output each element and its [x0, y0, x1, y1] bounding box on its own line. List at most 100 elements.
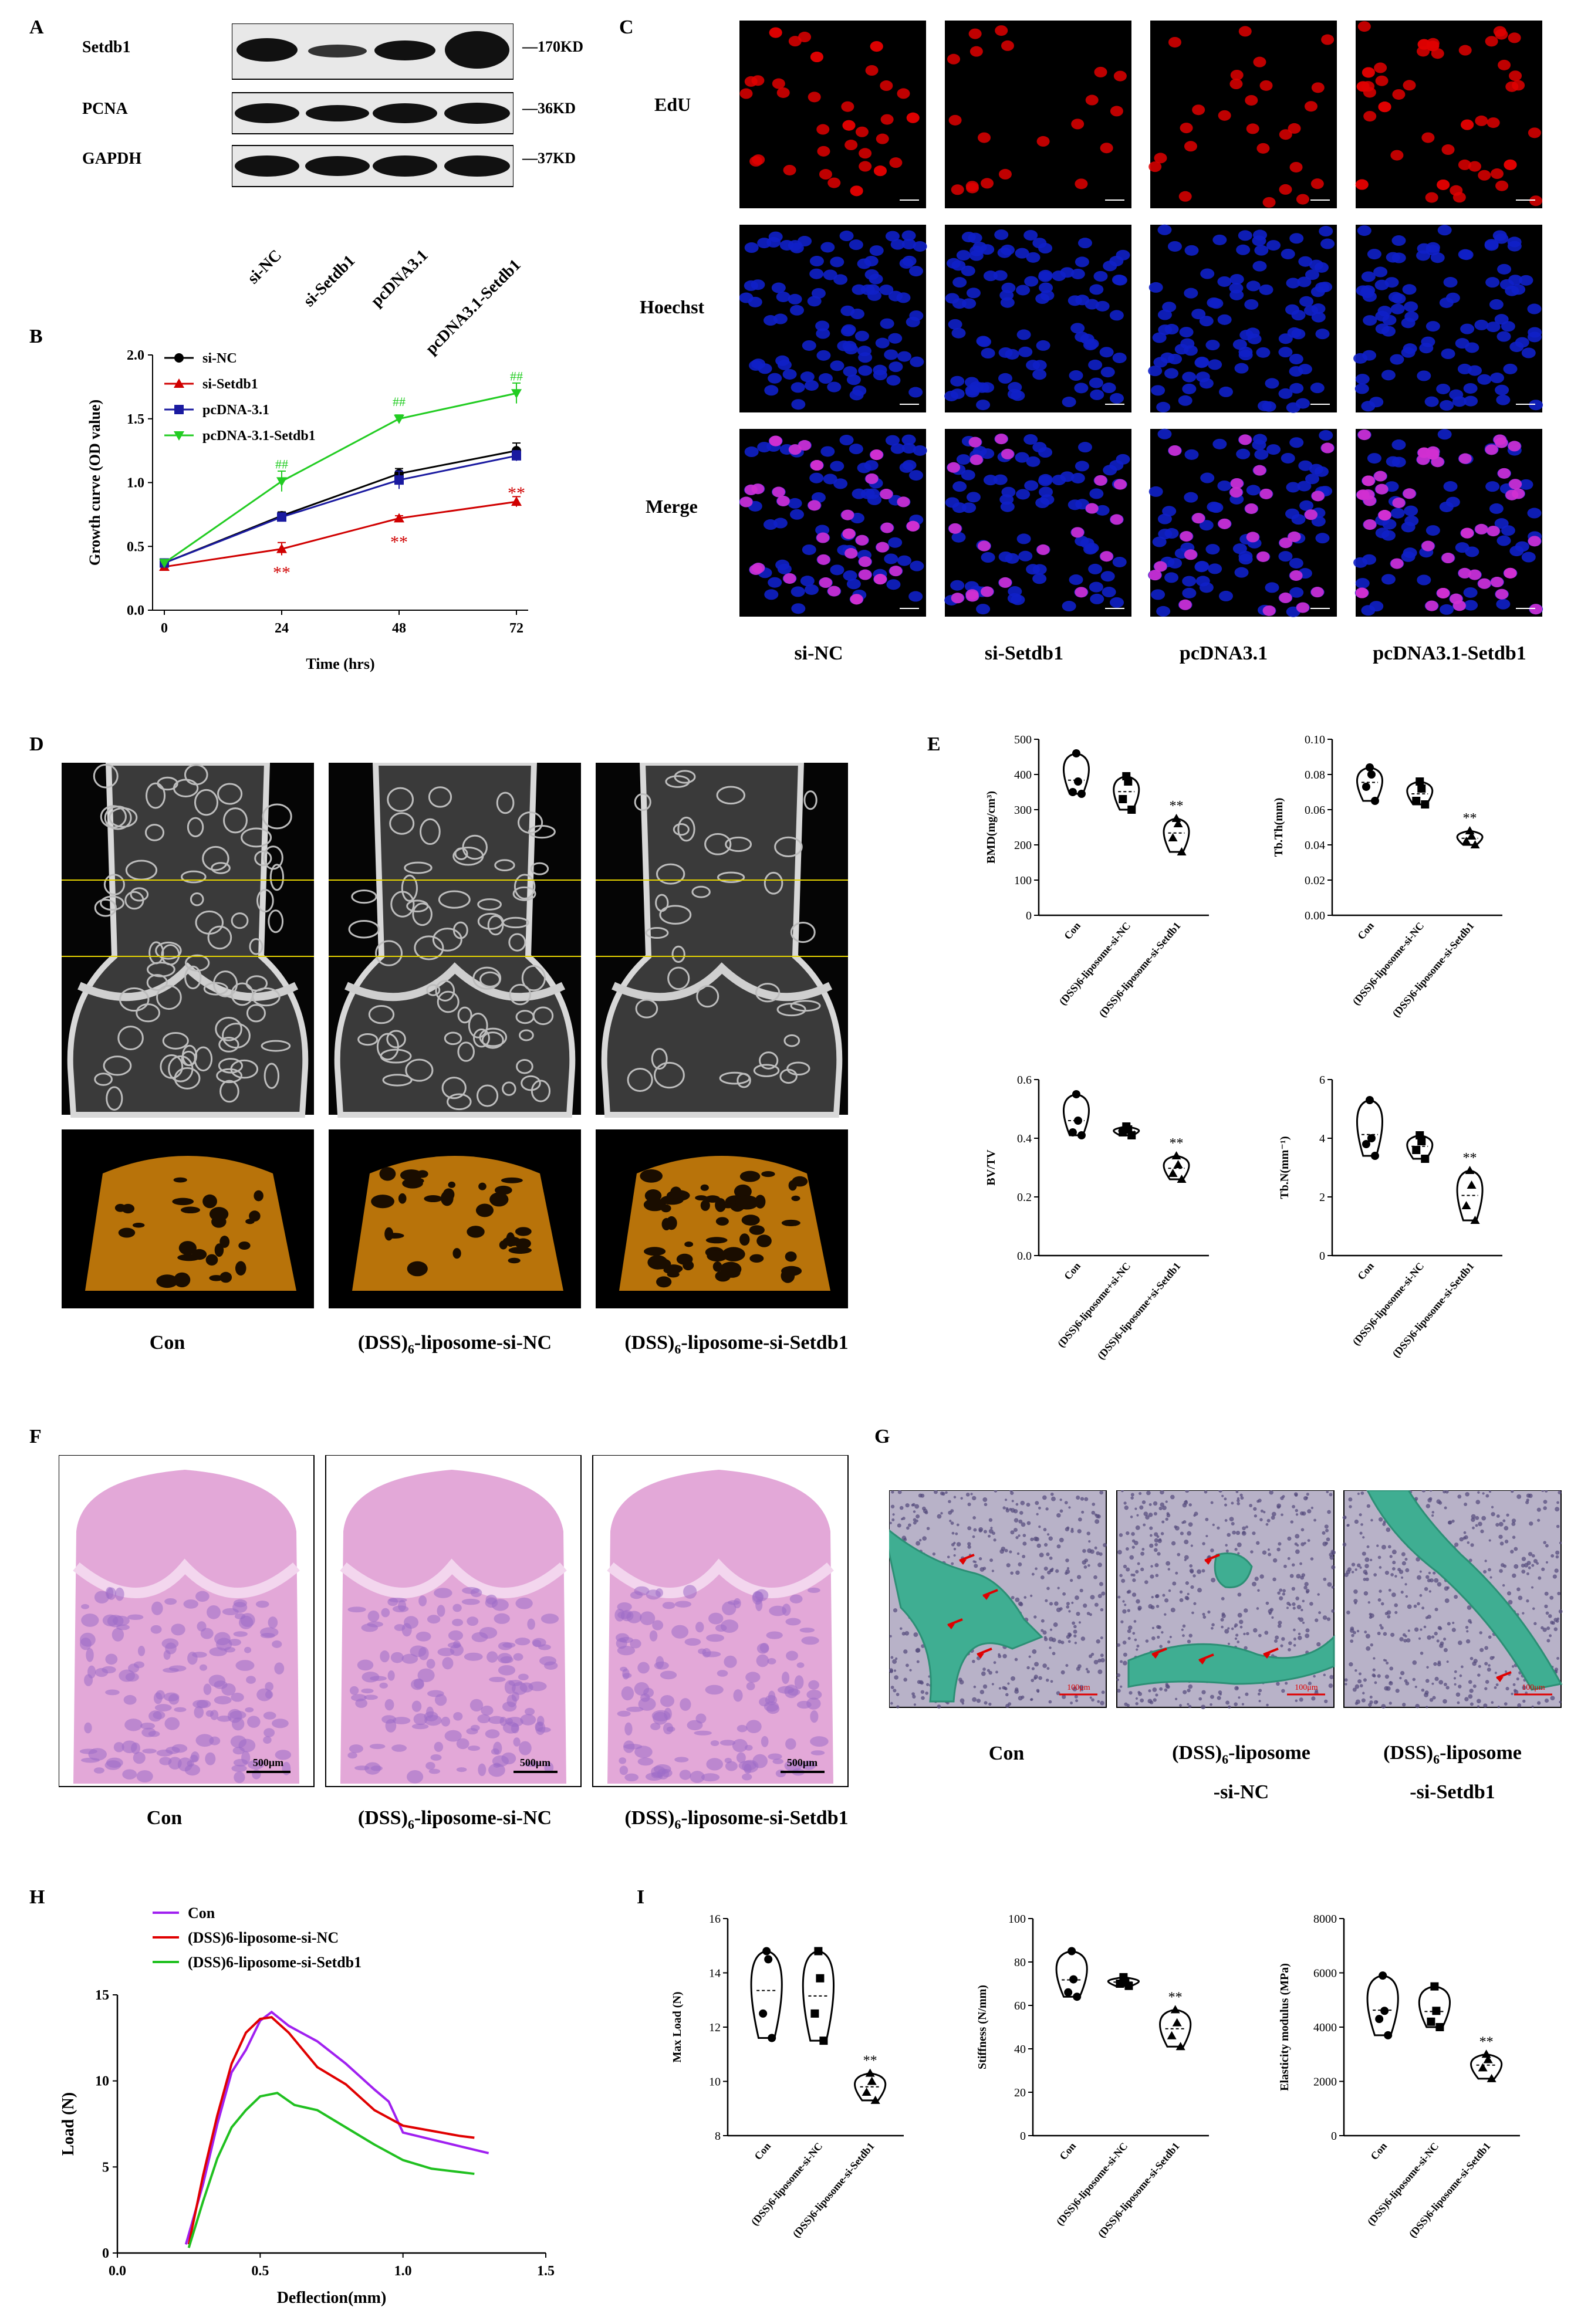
masson-cell — [991, 1569, 995, 1572]
masson-cell — [1425, 1706, 1428, 1709]
masson-cell — [1181, 1628, 1184, 1631]
he-marrow — [107, 1615, 124, 1628]
ct-3d-pore — [663, 1266, 681, 1274]
hoechst-nucleus — [827, 381, 842, 393]
masson-cell — [1364, 1572, 1368, 1575]
hoechst-nucleus — [1363, 315, 1377, 326]
ct-3d-pore — [406, 1177, 424, 1185]
masson-cell — [1100, 1700, 1104, 1706]
masson-cell — [1253, 1628, 1258, 1633]
microct-panel: Con (DSS)6-liposome-si-NC (DSS)6-liposom… — [62, 763, 871, 1396]
he-marrow — [246, 1676, 256, 1684]
x-tick-label: 1.5 — [537, 2264, 555, 2279]
masson-cell — [1325, 1541, 1329, 1545]
masson-cell — [1078, 1621, 1081, 1624]
ct-3d-pore — [781, 1219, 800, 1226]
edu-nucleus — [855, 126, 869, 137]
merge-nucleus — [1253, 465, 1266, 476]
masson-cell — [1555, 1507, 1560, 1512]
hoechst-nucleus — [913, 241, 927, 252]
masson-cell — [1283, 1564, 1287, 1568]
he-marrow — [84, 1674, 93, 1686]
hoechst-nucleus — [1167, 241, 1182, 252]
hoechst-nucleus — [1309, 259, 1323, 270]
masson-cell — [1465, 1639, 1471, 1644]
masson-cell — [1241, 1531, 1246, 1536]
masson-cell — [1347, 1524, 1350, 1527]
edu-nucleus — [1230, 69, 1244, 80]
hoechst-nucleus — [1305, 269, 1319, 280]
masson-cell — [1543, 1506, 1547, 1510]
y-tick-label: 0 — [1020, 2130, 1026, 2143]
hoechst-nucleus — [775, 355, 790, 366]
hoechst-nucleus — [788, 498, 802, 509]
edu-nucleus — [1036, 136, 1050, 147]
masson-cell — [1184, 1555, 1189, 1560]
masson-cell — [1100, 1653, 1104, 1657]
hoechst-nucleus — [1001, 486, 1016, 498]
ct-trabecula — [516, 1059, 533, 1074]
masson-cell — [1286, 1606, 1289, 1609]
hoechst-nucleus — [1015, 452, 1029, 463]
masson-cell — [1122, 1600, 1125, 1603]
masson-cell — [1094, 1513, 1097, 1516]
hoechst-nucleus — [1507, 241, 1522, 252]
masson-cell — [1198, 1697, 1202, 1701]
masson-cell — [926, 1683, 930, 1686]
masson-cell — [1350, 1639, 1354, 1643]
caption-sub: 6 — [674, 1341, 681, 1356]
masson-cell — [1400, 1591, 1404, 1594]
violin-point — [1119, 795, 1127, 803]
hoechst-nucleus — [1496, 394, 1511, 405]
he-marrow — [722, 1601, 737, 1616]
masson-cell — [1322, 1531, 1326, 1535]
masson-cell — [1021, 1522, 1026, 1527]
data-point — [276, 543, 287, 553]
hoechst-nucleus — [1441, 349, 1455, 360]
y-tick-label: 2 — [1319, 1191, 1325, 1204]
ct-3d-pore — [502, 1236, 521, 1246]
significance-mark: ## — [510, 368, 523, 383]
he-marrow — [456, 1767, 467, 1772]
data-point — [174, 378, 184, 388]
masson-cell — [1168, 1589, 1171, 1592]
masson-cell — [1175, 1571, 1178, 1575]
he-marrow — [195, 1591, 210, 1602]
masson-cell — [1329, 1555, 1335, 1560]
hoechst-nucleus — [1075, 295, 1090, 306]
masson-cell — [1231, 1627, 1234, 1630]
merge-nucleus — [855, 535, 869, 546]
masson-bone — [1366, 1490, 1563, 1691]
hoechst-nucleus — [994, 229, 1009, 241]
merge-nucleus — [1504, 567, 1517, 579]
masson-cell — [1307, 1539, 1310, 1542]
hoechst-nucleus — [1148, 366, 1163, 377]
hoechst-nucleus — [1496, 598, 1511, 610]
masson-cell — [1062, 1694, 1066, 1699]
hoechst-nucleus — [1254, 449, 1269, 460]
edu-nucleus — [1363, 111, 1377, 122]
hoechst-nucleus — [1156, 401, 1171, 412]
hoechst-nucleus — [969, 250, 984, 261]
masson-images: 100μm 100μm 100μm — [889, 1490, 1563, 1710]
hoechst-nucleus — [849, 239, 863, 251]
masson-cell — [1076, 1612, 1080, 1616]
masson-cell — [1217, 1696, 1221, 1700]
masson-cell — [1443, 1648, 1448, 1652]
masson-cell — [1128, 1625, 1133, 1630]
masson-cell — [1511, 1692, 1514, 1696]
he-marrow — [248, 1760, 265, 1770]
edu-nucleus — [1450, 185, 1463, 196]
masson-caption-setdb1: (DSS)6-liposome -si-Setdb1 — [1359, 1737, 1546, 1809]
violin-body — [1366, 1974, 1399, 2037]
hoechst-nucleus — [1286, 482, 1300, 493]
hoechst-nucleus — [1184, 245, 1199, 256]
masson-cell — [1011, 1676, 1015, 1681]
masson-cell — [1184, 1540, 1189, 1545]
masson-cell — [1504, 1525, 1509, 1531]
he-marrow — [732, 1738, 748, 1753]
masson-cell — [1221, 1613, 1226, 1618]
significance-mark: ** — [273, 563, 290, 583]
masson-cell — [1268, 1609, 1273, 1614]
masson-cell — [1135, 1569, 1139, 1574]
